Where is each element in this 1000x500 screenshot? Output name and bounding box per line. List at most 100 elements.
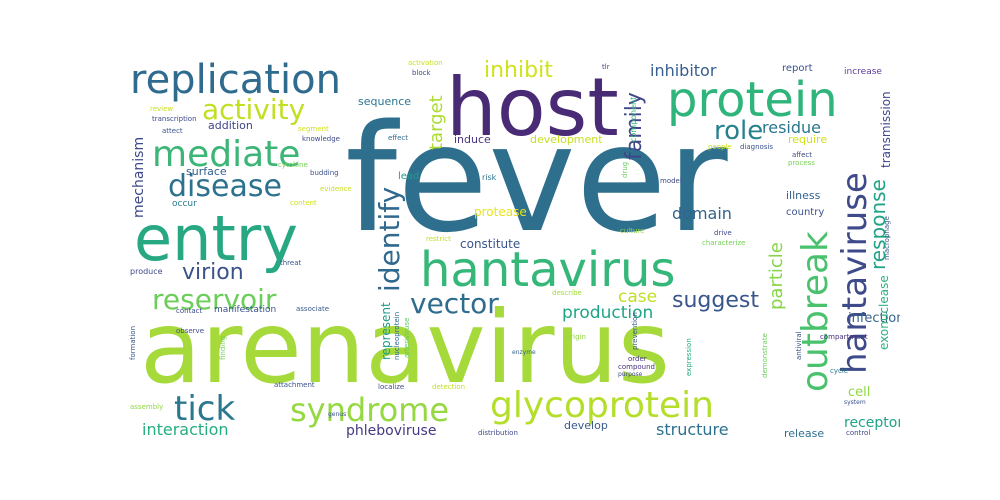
word-mechanism: mechanism <box>131 136 147 218</box>
word-block: block <box>412 69 431 77</box>
word-tick: tick <box>174 389 236 429</box>
word-threat: threat <box>280 259 302 267</box>
word-drug: drug <box>621 161 629 178</box>
word-glycoprotein: glycoprotein <box>490 385 714 426</box>
word-reservoir: reservoir <box>152 283 277 316</box>
word-associate: associate <box>296 305 330 313</box>
word-assembly: assembly <box>130 403 164 411</box>
word-purpose: purpose <box>618 371 643 378</box>
word-structure: structure <box>656 420 729 439</box>
word-knowledge: knowledge <box>302 135 340 143</box>
word-role: role <box>714 116 764 146</box>
word-observe: observe <box>176 327 205 335</box>
word-protease: protease <box>474 205 527 219</box>
word-activity: activity <box>202 93 306 126</box>
word-sequence: sequence <box>358 95 412 108</box>
word-segment: segment <box>298 125 329 133</box>
word-attect: attect <box>162 127 183 135</box>
word-localize: localize <box>378 383 405 391</box>
word-fever: fever <box>345 93 728 265</box>
word-restrict: restrict <box>426 235 451 243</box>
word-country: country <box>786 207 825 218</box>
word-infection: infection <box>848 311 900 326</box>
word-development: development <box>530 133 603 146</box>
word-cell: cell <box>848 385 871 400</box>
word-tlr: tlr <box>602 63 610 71</box>
word-describe: describe <box>552 289 582 297</box>
word-domain: domain <box>672 204 732 223</box>
word-review: review <box>150 105 174 113</box>
word-manifestation: manifestation <box>214 305 277 315</box>
word-transcription: transcription <box>152 115 197 123</box>
word-production: production <box>562 303 654 323</box>
word-effect: effect <box>388 134 409 142</box>
word-origin: origin <box>566 333 586 341</box>
word-people: people <box>708 143 732 151</box>
word-order: order <box>628 355 647 363</box>
word-occur: occur <box>172 199 197 209</box>
word-model: model <box>660 177 682 185</box>
word-prevention: prevention <box>631 312 639 350</box>
word-exonuclease: exonuclease <box>877 275 891 350</box>
word-mediate: mediate <box>152 134 301 175</box>
word-system: system <box>844 399 866 406</box>
word-entry: entry <box>134 202 298 275</box>
word-case: case <box>618 287 658 307</box>
word-cycle: cycle <box>830 367 849 375</box>
word-hantavirus: hantavirus <box>420 242 676 298</box>
word-macrophage: macrophage <box>883 216 891 260</box>
word-inhibitor: inhibitor <box>650 61 717 80</box>
word-replication: replication <box>130 60 341 103</box>
word-cytokine: cytokine <box>278 161 308 169</box>
word-require: require <box>788 133 828 146</box>
word-particle: particle <box>766 242 787 310</box>
word-process: process <box>788 159 815 167</box>
word-produce: produce <box>130 267 163 276</box>
word-expression: expression <box>685 338 693 376</box>
word-residue: residue <box>762 118 821 137</box>
word-report: report <box>782 63 813 74</box>
word-arteriviruse: arteriviruse <box>403 317 411 358</box>
word-formation: formation <box>129 325 137 360</box>
word-compound: compound <box>618 363 655 371</box>
word-identify: identify <box>373 186 406 292</box>
word-attachment: attachment <box>274 381 315 389</box>
word-represent: represent <box>379 302 393 360</box>
word-risk: risk <box>482 173 497 182</box>
word-virion: virion <box>182 260 244 285</box>
word-diagnosis: diagnosis <box>740 143 774 151</box>
word-contact: contact <box>176 307 203 315</box>
word-activation: activation <box>408 60 443 67</box>
word-develop: develop <box>564 419 608 432</box>
word-enzyme: enzyme <box>512 349 536 356</box>
word-vector: vector <box>410 287 499 320</box>
word-component: component <box>629 96 638 142</box>
word-content: content <box>290 199 317 207</box>
word-lead: lead <box>398 171 420 182</box>
word-antiviral: antiviral <box>795 331 803 360</box>
word-transmission: transmission <box>879 91 893 168</box>
word-addition: addition <box>208 119 253 132</box>
word-constitute: constitute <box>460 237 521 251</box>
word-evidence: evidence <box>320 185 352 193</box>
word-cloud: fever arenavirus host entry hantavirus r… <box>124 60 900 448</box>
word-protein: protein <box>667 72 838 128</box>
word-genus: genus <box>328 411 347 418</box>
word-phleboviruse: phleboviruse <box>346 423 437 439</box>
word-outbreak: outbreak <box>795 231 836 392</box>
word-demonstrate: demonstrate <box>761 333 769 378</box>
word-disease: disease <box>168 169 282 204</box>
word-control: control <box>846 429 871 437</box>
word-detection: detection <box>432 383 466 391</box>
word-affect: affect <box>792 151 813 159</box>
word-characterize: characterize <box>702 239 746 247</box>
word-induce: induce <box>454 133 491 146</box>
word-receptor: receptor <box>844 415 900 431</box>
word-surface: surface <box>186 165 227 178</box>
word-arenavirus: arenavirus <box>140 289 670 406</box>
word-target: target <box>426 95 447 150</box>
word-release: release <box>784 427 825 440</box>
word-compartment: compartment <box>820 333 868 341</box>
word-inhibit: inhibit <box>484 60 553 83</box>
